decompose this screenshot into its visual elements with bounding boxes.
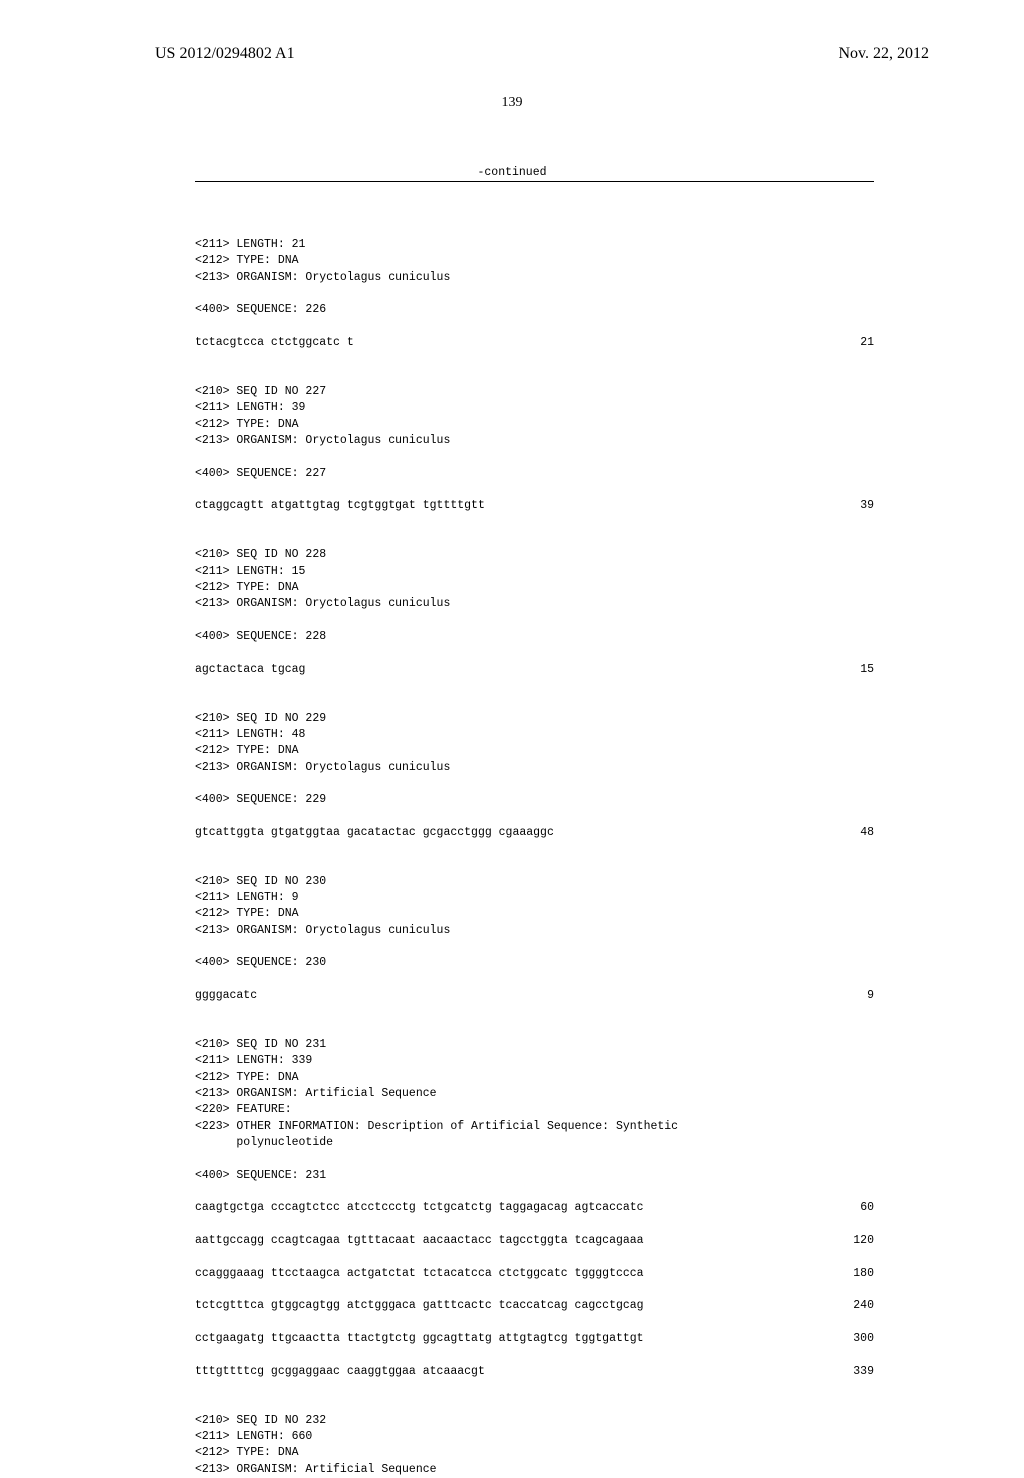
seq-header: <400> SEQUENCE: 228 bbox=[195, 629, 874, 645]
page-number: 139 bbox=[0, 95, 1024, 111]
seq-blank bbox=[195, 1380, 874, 1396]
seq-meta-line: <212> TYPE: DNA bbox=[195, 1070, 874, 1086]
seq-blank bbox=[195, 449, 874, 465]
seq-meta-line: <211> LENGTH: 15 bbox=[195, 564, 874, 580]
seq-meta-line: <213> ORGANISM: Artificial Sequence bbox=[195, 1086, 874, 1102]
seq-meta-line: <212> TYPE: DNA bbox=[195, 417, 874, 433]
seq-data-line: aattgccagg ccagtcagaa tgtttacaat aacaact… bbox=[195, 1233, 874, 1249]
seq-blank bbox=[195, 841, 874, 857]
seq-data-line: ggggacatc9 bbox=[195, 988, 874, 1004]
seq-data-line: caagtgctga cccagtctcc atcctccctg tctgcat… bbox=[195, 1200, 874, 1216]
seq-meta-line: <213> ORGANISM: Oryctolagus cuniculus bbox=[195, 760, 874, 776]
seq-meta-line: <213> ORGANISM: Oryctolagus cuniculus bbox=[195, 596, 874, 612]
seq-meta-line: <211> LENGTH: 339 bbox=[195, 1053, 874, 1069]
continued-label: -continued bbox=[0, 166, 1024, 179]
seq-meta-line: <210> SEQ ID NO 227 bbox=[195, 384, 874, 400]
seq-data-line: tctacgtcca ctctggcatc t21 bbox=[195, 335, 874, 351]
seq-meta-line: <210> SEQ ID NO 228 bbox=[195, 547, 874, 563]
seq-blank bbox=[195, 1184, 874, 1200]
seq-blank bbox=[195, 1021, 874, 1037]
seq-header: <400> SEQUENCE: 230 bbox=[195, 955, 874, 971]
seq-blank bbox=[195, 286, 874, 302]
seq-meta-line: <213> ORGANISM: Oryctolagus cuniculus bbox=[195, 923, 874, 939]
seq-blank bbox=[195, 776, 874, 792]
seq-blank bbox=[195, 857, 874, 873]
seq-data-line: gtcattggta gtgatggtaa gacatactac gcgacct… bbox=[195, 825, 874, 841]
publication-date: Nov. 22, 2012 bbox=[838, 45, 929, 63]
seq-blank bbox=[195, 351, 874, 367]
seq-meta-line: <211> LENGTH: 660 bbox=[195, 1429, 874, 1445]
seq-meta-line: <210> SEQ ID NO 229 bbox=[195, 711, 874, 727]
seq-blank bbox=[195, 368, 874, 384]
seq-meta-line: <211> LENGTH: 39 bbox=[195, 400, 874, 416]
seq-meta-line: <211> LENGTH: 21 bbox=[195, 237, 874, 253]
seq-blank bbox=[195, 694, 874, 710]
seq-blank bbox=[195, 808, 874, 824]
seq-blank bbox=[195, 613, 874, 629]
seq-blank bbox=[195, 531, 874, 547]
sequence-listing: <211> LENGTH: 21<212> TYPE: DNA<213> ORG… bbox=[195, 237, 874, 1478]
seq-blank bbox=[195, 482, 874, 498]
seq-meta-line: <212> TYPE: DNA bbox=[195, 906, 874, 922]
divider-line bbox=[195, 181, 874, 182]
seq-meta-line: <213> ORGANISM: Oryctolagus cuniculus bbox=[195, 433, 874, 449]
seq-blank bbox=[195, 319, 874, 335]
seq-meta-line: <210> SEQ ID NO 231 bbox=[195, 1037, 874, 1053]
seq-meta-line: <212> TYPE: DNA bbox=[195, 1445, 874, 1461]
seq-header: <400> SEQUENCE: 227 bbox=[195, 466, 874, 482]
seq-blank bbox=[195, 1282, 874, 1298]
seq-header: <400> SEQUENCE: 229 bbox=[195, 792, 874, 808]
seq-blank bbox=[195, 1249, 874, 1265]
seq-data-line: cctgaagatg ttgcaactta ttactgtctg ggcagtt… bbox=[195, 1331, 874, 1347]
seq-meta-line: <210> SEQ ID NO 232 bbox=[195, 1413, 874, 1429]
seq-meta-line: polynucleotide bbox=[195, 1135, 874, 1151]
seq-meta-line: <212> TYPE: DNA bbox=[195, 743, 874, 759]
seq-data-line: ccagggaaag ttcctaagca actgatctat tctacat… bbox=[195, 1266, 874, 1282]
seq-meta-line: <210> SEQ ID NO 230 bbox=[195, 874, 874, 890]
seq-blank bbox=[195, 1315, 874, 1331]
seq-blank bbox=[195, 1396, 874, 1412]
seq-header: <400> SEQUENCE: 231 bbox=[195, 1168, 874, 1184]
seq-meta-line: <213> ORGANISM: Oryctolagus cuniculus bbox=[195, 270, 874, 286]
seq-meta-line: <213> ORGANISM: Artificial Sequence bbox=[195, 1462, 874, 1478]
seq-data-line: ctaggcagtt atgattgtag tcgtggtgat tgttttg… bbox=[195, 498, 874, 514]
seq-meta-line: <212> TYPE: DNA bbox=[195, 580, 874, 596]
seq-meta-line: <212> TYPE: DNA bbox=[195, 253, 874, 269]
seq-meta-line: <223> OTHER INFORMATION: Description of … bbox=[195, 1119, 874, 1135]
seq-blank bbox=[195, 645, 874, 661]
seq-header: <400> SEQUENCE: 226 bbox=[195, 302, 874, 318]
seq-blank bbox=[195, 939, 874, 955]
seq-blank bbox=[195, 678, 874, 694]
seq-meta-line: <211> LENGTH: 9 bbox=[195, 890, 874, 906]
seq-data-line: tttgttttcg gcggaggaac caaggtggaa atcaaac… bbox=[195, 1364, 874, 1380]
seq-blank bbox=[195, 515, 874, 531]
publication-number: US 2012/0294802 A1 bbox=[155, 45, 295, 63]
seq-blank bbox=[195, 1347, 874, 1363]
seq-blank bbox=[195, 1151, 874, 1167]
seq-blank bbox=[195, 972, 874, 988]
seq-blank bbox=[195, 1004, 874, 1020]
seq-meta-line: <220> FEATURE: bbox=[195, 1102, 874, 1118]
seq-data-line: tctcgtttca gtggcagtgg atctgggaca gatttca… bbox=[195, 1298, 874, 1314]
seq-blank bbox=[195, 1217, 874, 1233]
seq-meta-line: <211> LENGTH: 48 bbox=[195, 727, 874, 743]
seq-data-line: agctactaca tgcag15 bbox=[195, 662, 874, 678]
